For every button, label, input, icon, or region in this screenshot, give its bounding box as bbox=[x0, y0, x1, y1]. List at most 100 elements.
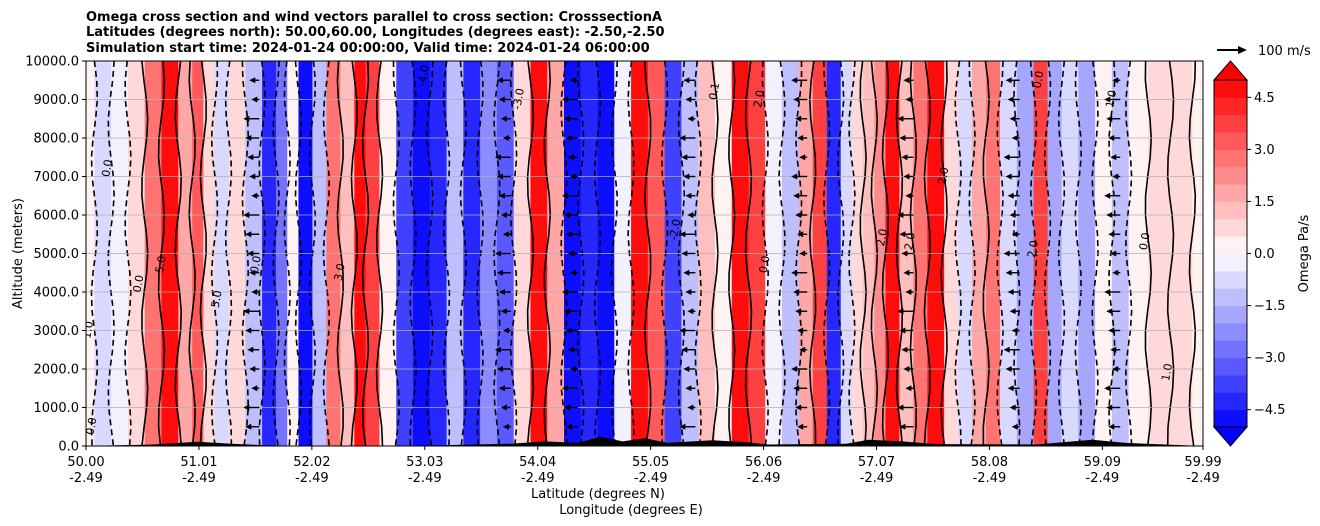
y-tick-label: 1000.0 bbox=[34, 401, 80, 416]
x-tick-label-longitude: -2.49 bbox=[521, 471, 555, 486]
colorbar-extend-high bbox=[1212, 60, 1249, 81]
wind-vector-head bbox=[245, 327, 252, 334]
y-axis-label: Altitude (meters) bbox=[11, 198, 26, 309]
wind-vector-head bbox=[795, 212, 802, 218]
wind-vector-head bbox=[791, 173, 798, 180]
wind-vector-head bbox=[799, 250, 806, 257]
wind-vector-head bbox=[494, 154, 501, 161]
wind-vector-head bbox=[561, 385, 568, 392]
wind-vector-head bbox=[1112, 173, 1119, 180]
wind-vector-head bbox=[1011, 135, 1018, 141]
wind-vector-head bbox=[905, 192, 912, 199]
wind-vector-head bbox=[565, 231, 572, 238]
colorbar-segment bbox=[1214, 184, 1247, 202]
wind-vector-head bbox=[247, 250, 254, 257]
x-tick-label-longitude: -2.49 bbox=[408, 471, 442, 486]
wind-vector-head bbox=[496, 269, 503, 276]
x-tick-label-longitude: -2.49 bbox=[860, 471, 894, 486]
colorbar-tick-label: −1.5 bbox=[1254, 299, 1286, 314]
colorbar-tick-label: 1.5 bbox=[1254, 195, 1275, 210]
wind-vector-head bbox=[496, 77, 503, 84]
wind-vector-head bbox=[1106, 212, 1113, 218]
x-tick-label-longitude: -2.49 bbox=[973, 471, 1007, 486]
wind-vector-head bbox=[247, 154, 254, 161]
wind-vector-head bbox=[685, 289, 692, 295]
wind-vector-head bbox=[687, 115, 694, 122]
wind-vector-head bbox=[797, 231, 804, 238]
wind-vector-head bbox=[565, 135, 572, 141]
wind-vector-head bbox=[899, 423, 906, 430]
colorbar-segment bbox=[1214, 149, 1247, 168]
contour-label: 1.0 bbox=[80, 320, 96, 339]
contour-label: -2.0 bbox=[667, 218, 684, 241]
wind-vector-head bbox=[1003, 346, 1010, 353]
colorbar-segment bbox=[1214, 97, 1247, 116]
x-tick-label-latitude: 50.00 bbox=[67, 455, 104, 470]
x-axis-label-longitude: Longitude (degrees E) bbox=[559, 503, 703, 518]
wind-vector-head bbox=[1007, 96, 1014, 103]
wind-vector-head bbox=[1112, 77, 1119, 84]
wind-vector-head bbox=[74, 116, 80, 122]
colorbar-tick-label: −4.5 bbox=[1254, 403, 1286, 418]
colorbar-segment bbox=[1214, 288, 1247, 307]
y-axis: 0.0 1000.0 2000.0 3000.0 4000.0 5000.0 6000.0 7… bbox=[25, 55, 86, 455]
wind-vector-head bbox=[1007, 192, 1014, 199]
wind-vector-head bbox=[70, 270, 76, 276]
wind-vector-head bbox=[245, 423, 252, 430]
wind-vector-head bbox=[681, 250, 688, 257]
wind-vector-head bbox=[78, 347, 84, 353]
wind-vector-head bbox=[897, 115, 904, 122]
wind-vector-head bbox=[687, 212, 694, 218]
wind-vector-head bbox=[251, 96, 258, 103]
colorbar-label: Omega Pa/s bbox=[1297, 214, 1312, 292]
wind-vector-head bbox=[903, 173, 910, 180]
wind-vector-head bbox=[687, 404, 694, 411]
wind-vector-head bbox=[791, 269, 798, 276]
wind-vector-head bbox=[1104, 289, 1111, 295]
wind-vector-head bbox=[1005, 269, 1012, 276]
wind-vector-head bbox=[498, 96, 505, 103]
wind-vector-head bbox=[567, 154, 574, 161]
contour-label: 1.0 bbox=[1159, 362, 1175, 381]
contour-label: 0.0 bbox=[1137, 232, 1153, 251]
wind-vector-head bbox=[905, 96, 912, 103]
wind-vector-head bbox=[679, 327, 686, 334]
quiver-key-arrowhead bbox=[1238, 46, 1247, 54]
y-tick-label: 7000.0 bbox=[34, 170, 80, 185]
wind-vector-head bbox=[500, 212, 507, 218]
colorbar-segment bbox=[1214, 270, 1247, 289]
wind-vector-head bbox=[249, 366, 256, 372]
wind-vector-head bbox=[565, 327, 572, 334]
colorbar-segment bbox=[1214, 114, 1247, 133]
wind-vectors bbox=[70, 77, 1121, 430]
contour-label: 5.0 bbox=[153, 255, 169, 274]
colorbar-extend-low bbox=[1212, 426, 1249, 447]
wind-vector-head bbox=[793, 192, 800, 199]
y-tick-label: 0.0 bbox=[58, 440, 79, 455]
wind-vector-head bbox=[797, 135, 804, 141]
contour-label: 2.0 bbox=[936, 166, 952, 185]
x-tick-label-longitude: -2.49 bbox=[69, 471, 103, 486]
y-tick-label: 6000.0 bbox=[34, 209, 80, 224]
x-tick-label-latitude: 53.03 bbox=[406, 455, 443, 470]
wind-vector-head bbox=[72, 385, 78, 391]
wind-vector-head bbox=[797, 327, 804, 334]
wind-vector-head bbox=[679, 423, 686, 430]
x-tick-label-latitude: 55.05 bbox=[632, 455, 669, 470]
colorbar-tick-label: 0.0 bbox=[1254, 247, 1275, 262]
wind-vector-head bbox=[565, 423, 572, 430]
contour-label: 0.1 bbox=[706, 81, 722, 100]
y-tick-label: 10000.0 bbox=[25, 55, 79, 70]
wind-vector-head bbox=[245, 231, 252, 238]
wind-vector-head bbox=[76, 424, 82, 430]
colorbar-segment bbox=[1214, 374, 1247, 393]
wind-vector-head bbox=[245, 135, 252, 141]
x-tick-label-latitude: 56.06 bbox=[745, 455, 782, 470]
contour-label: 0.0 bbox=[99, 158, 115, 177]
colorbar-segment bbox=[1214, 80, 1247, 98]
contour-labels: 0.0 1.0 0.0 0.0 5.0 5.0 0.0 3.0 -4.0 -3.0 -2.0 0.1 2… bbox=[80, 64, 1175, 436]
wind-vector-head bbox=[683, 269, 690, 276]
wind-vector-head bbox=[899, 135, 906, 141]
wind-vector-head bbox=[1104, 385, 1111, 392]
x-tick-label-latitude: 57.07 bbox=[858, 455, 895, 470]
